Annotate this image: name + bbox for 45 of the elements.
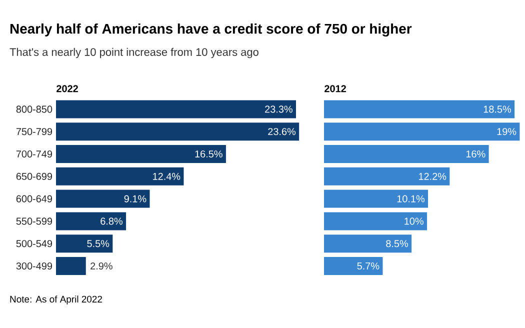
- series-label: 2012: [324, 85, 346, 92]
- data-label: 9.1%: [124, 195, 146, 202]
- y-tick-label: 500-549: [16, 240, 52, 248]
- bar: [56, 100, 296, 118]
- data-label: 16%: [466, 150, 486, 158]
- bar: [324, 100, 515, 118]
- bar: [56, 144, 226, 163]
- bar: [324, 167, 450, 186]
- data-label: 12.4%: [153, 172, 180, 180]
- y-tick-label: 700-749: [16, 150, 52, 158]
- y-tick-label: 750-799: [16, 128, 52, 136]
- series-label: 2022: [56, 85, 78, 92]
- chart-subtitle: That's a nearly 10 point increase from 10 years ago: [10, 48, 258, 58]
- data-label: 10.1%: [397, 195, 425, 202]
- bar: [324, 190, 428, 208]
- data-label: 12.2%: [419, 172, 446, 180]
- bar: [324, 234, 412, 253]
- bar: [324, 256, 383, 275]
- y-tick-label: 650-699: [16, 172, 52, 180]
- data-label: 23.3%: [265, 106, 292, 113]
- bar: [56, 167, 184, 186]
- y-tick-label: 550-599: [16, 218, 52, 225]
- bar: [56, 122, 300, 141]
- text: Note: As of April 2022: [10, 296, 102, 304]
- bar: [56, 234, 113, 253]
- data-label: 10%: [404, 218, 424, 225]
- y-tick-label: 600-649: [16, 195, 52, 202]
- bar: [324, 122, 520, 141]
- data-label: 18.5%: [484, 106, 512, 113]
- data-label: 23.6%: [268, 128, 296, 136]
- bar: [56, 212, 126, 230]
- data-label: 5.7%: [357, 262, 380, 270]
- data-label: 5.5%: [87, 240, 110, 248]
- bar: [56, 190, 150, 208]
- bar: [324, 144, 489, 163]
- data-label: 6.8%: [100, 218, 123, 225]
- data-label: 2.9%: [90, 262, 112, 270]
- data-label: 19%: [497, 128, 516, 136]
- y-tick-label: 800-850: [16, 106, 52, 113]
- data-label: 8.5%: [386, 240, 408, 248]
- chart-title: Nearly half of Americans have a credit score of 750 or higher: [10, 23, 412, 37]
- y-tick-label: 300-499: [16, 262, 52, 270]
- bar: [56, 256, 86, 275]
- data-label: 16.5%: [195, 150, 222, 158]
- bar: [324, 212, 428, 230]
